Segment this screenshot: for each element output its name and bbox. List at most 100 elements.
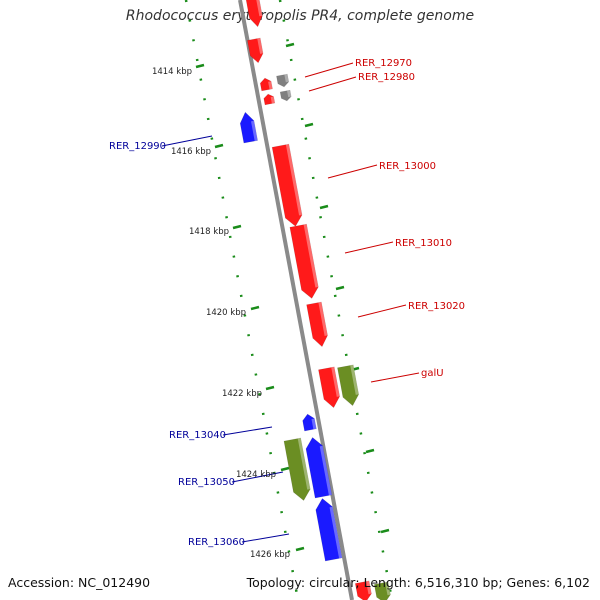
gene-arrow-rer-12990-highlight bbox=[251, 120, 258, 142]
gene-arrow-galu-highlight bbox=[350, 364, 359, 395]
ruler-track-left bbox=[184, 0, 300, 600]
gene-arrow-galu-red-group bbox=[318, 366, 341, 409]
ruler-major-tick bbox=[265, 385, 275, 391]
gene-arrow-top-red-group bbox=[245, 0, 263, 28]
ruler-major-tick bbox=[214, 143, 224, 149]
ruler-major-tick bbox=[250, 305, 260, 311]
ruler-major-tick bbox=[232, 224, 242, 230]
gene-arrow-rer-12990 bbox=[239, 111, 258, 144]
gene-arrow-rer-12970-group bbox=[259, 77, 273, 92]
leader-rer-13010 bbox=[344, 241, 394, 254]
ruler-label-1414: 1414 kbp bbox=[152, 67, 192, 77]
gene-arrow-galu-red-highlight bbox=[331, 366, 340, 397]
gene-arrow-rer-12970b bbox=[276, 73, 290, 88]
ruler-major-tick bbox=[285, 42, 295, 48]
gene-label-rer-12980: RER_12980 bbox=[358, 72, 415, 83]
ruler-major-tick bbox=[335, 285, 345, 291]
gene-arrow-top-red bbox=[245, 0, 263, 28]
gene-arrow-galu bbox=[337, 364, 360, 407]
gene-arrow-rer-12960 bbox=[247, 37, 264, 64]
gene-arrow-rer-13010-group bbox=[289, 223, 319, 299]
gene-arrow-bottom-green-highlight bbox=[385, 581, 391, 596]
gene-arrow-rer-13020-highlight bbox=[318, 301, 328, 336]
ruler-major-tick bbox=[380, 528, 390, 534]
gene-arrow-rer-13060-highlight bbox=[329, 506, 343, 559]
ruler-label-1416: 1416 kbp bbox=[171, 147, 211, 157]
ruler-track-right bbox=[278, 0, 394, 600]
gene-arrow-rer-13000 bbox=[271, 143, 303, 227]
gene-arrow-rer-12970b-highlight bbox=[284, 74, 289, 83]
leader-rer-13060 bbox=[241, 533, 290, 543]
gene-arrow-rer-12980 bbox=[263, 93, 276, 106]
gene-label-rer-13040: RER_13040 bbox=[169, 430, 226, 441]
gene-arrow-rer-12980-group bbox=[263, 93, 276, 106]
ruler-major-tick bbox=[295, 546, 305, 552]
gene-arrow-bottom-red bbox=[354, 580, 372, 600]
gene-arrow-rer-12980b-highlight bbox=[287, 90, 292, 98]
gene-arrow-rer-12970 bbox=[259, 77, 273, 92]
gene-arrow-galu-group bbox=[337, 364, 360, 407]
gene-arrow-rer-12980b bbox=[279, 89, 292, 102]
leader-layer bbox=[161, 62, 420, 543]
gene-label-rer-13060: RER_13060 bbox=[188, 537, 245, 548]
gene-arrow-bottom-green bbox=[373, 581, 391, 600]
leader-rer-12970 bbox=[304, 62, 354, 78]
ruler-major-tick bbox=[365, 448, 375, 454]
ruler-major-tick bbox=[280, 466, 290, 472]
gene-arrow-rer-12960-highlight bbox=[257, 38, 264, 54]
gene-arrow-rer-13010-highlight bbox=[303, 224, 319, 288]
gene-arrow-rer-13020-group bbox=[306, 301, 328, 348]
gene-arrow-rer-13050-green-highlight bbox=[297, 437, 311, 490]
leader-rer-12980 bbox=[308, 76, 357, 92]
ruler-label-1426: 1426 kbp bbox=[250, 550, 290, 560]
gene-arrow-bottom-red-highlight bbox=[366, 580, 372, 595]
gene-arrow-rer-13000-group bbox=[271, 143, 303, 227]
leader-rer-13050 bbox=[231, 471, 284, 483]
topology-text: Topology: circular; Length: 6,516,310 bp… bbox=[246, 575, 590, 590]
gene-arrow-rer-13050-green bbox=[283, 437, 311, 501]
ruler-label-1424: 1424 kbp bbox=[236, 470, 276, 480]
leader-rer-12990 bbox=[161, 135, 213, 147]
ruler-major-tick bbox=[195, 63, 205, 69]
gene-arrow-rer-13040-highlight bbox=[311, 418, 317, 430]
gene-arrow-rer-12960-group bbox=[247, 37, 264, 64]
gene-arrow-bottom-green-group bbox=[373, 581, 391, 600]
ruler-major-tick bbox=[304, 122, 314, 128]
gene-arrow-rer-13060-group bbox=[315, 498, 343, 562]
gene-arrow-rer-12970-highlight bbox=[268, 81, 273, 90]
leader-rer-13020 bbox=[357, 304, 407, 318]
gene-arrow-rer-13040-group bbox=[302, 413, 317, 432]
genome-backbone bbox=[238, 0, 354, 600]
gene-label-rer-13010: RER_13010 bbox=[395, 238, 452, 249]
gene-label-rer-12970: RER_12970 bbox=[355, 58, 412, 69]
gene-arrow-rer-13050-green-group bbox=[283, 437, 311, 501]
ruler-label-1418: 1418 kbp bbox=[189, 227, 229, 237]
gene-label-rer-13000: RER_13000 bbox=[379, 161, 436, 172]
gene-layer bbox=[239, 0, 391, 600]
leader-rer-13000 bbox=[327, 164, 378, 179]
gene-arrow-rer-12980b-group bbox=[279, 89, 292, 102]
leader-galu bbox=[370, 372, 420, 383]
gene-arrow-galu-red bbox=[318, 366, 341, 409]
ruler-layer bbox=[184, 0, 394, 600]
gene-arrow-bottom-red-group bbox=[354, 580, 372, 600]
gene-arrow-rer-13050-highlight bbox=[319, 445, 332, 496]
gene-arrow-rer-13010 bbox=[289, 223, 319, 299]
accession-text: Accession: NC_012490 bbox=[8, 575, 151, 590]
gene-arrow-top-red-highlight bbox=[255, 0, 263, 17]
gene-arrow-rer-13050 bbox=[305, 437, 333, 499]
gene-arrow-rer-13040 bbox=[302, 413, 317, 432]
gene-arrow-rer-13000-highlight bbox=[285, 144, 303, 216]
ruler-major-tick bbox=[319, 204, 329, 210]
gene-arrow-rer-12970b-group bbox=[276, 73, 290, 88]
gene-arrow-rer-12980-highlight bbox=[270, 96, 275, 104]
ruler-label-1420: 1420 kbp bbox=[206, 308, 246, 318]
ruler-label-1422: 1422 kbp bbox=[222, 389, 262, 399]
gene-arrow-rer-13050-group bbox=[305, 437, 333, 499]
gene-arrow-rer-12990-group bbox=[239, 111, 258, 144]
gene-label-rer-13020: RER_13020 bbox=[408, 301, 465, 312]
gene-label-galu: galU bbox=[421, 368, 444, 379]
map-title: Rhodococcus erythropolis PR4, complete g… bbox=[125, 8, 475, 24]
